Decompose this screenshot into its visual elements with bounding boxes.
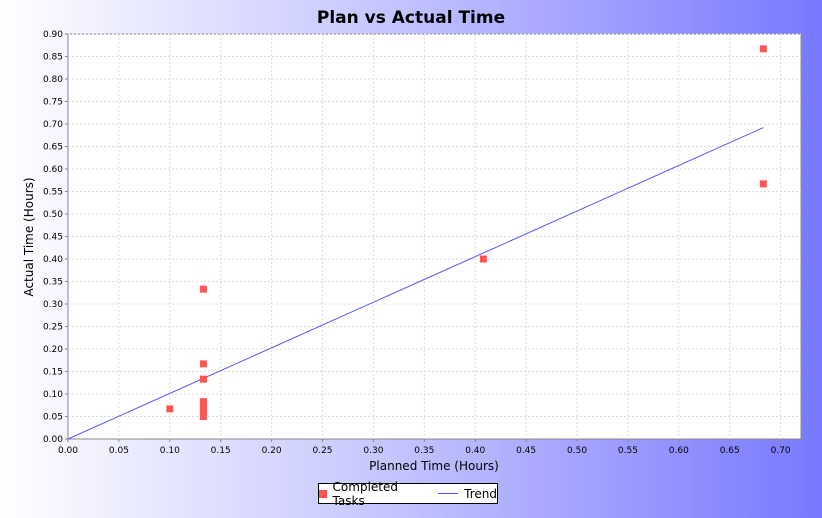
y-axis-label: Actual Time (Hours) bbox=[22, 177, 36, 296]
y-tick-label: 0.35 bbox=[43, 278, 63, 288]
y-tick-label: 0.75 bbox=[43, 98, 63, 108]
y-tick-label: 0.65 bbox=[43, 143, 63, 153]
y-tick-label: 0.15 bbox=[43, 368, 63, 378]
y-tick-label: 0.20 bbox=[43, 345, 63, 355]
x-tick-label: 0.35 bbox=[414, 446, 434, 456]
x-tick-label: 0.70 bbox=[771, 446, 791, 456]
chart-title: Plan vs Actual Time bbox=[316, 8, 506, 28]
y-tick-label: 0.80 bbox=[43, 75, 63, 85]
x-tick-label: 0.10 bbox=[160, 446, 180, 456]
y-tick-label: 0.30 bbox=[43, 300, 63, 310]
data-points bbox=[166, 45, 767, 420]
x-tick-label: 0.55 bbox=[618, 446, 638, 456]
data-point bbox=[199, 413, 207, 420]
legend-swatch-line bbox=[438, 493, 459, 494]
data-point bbox=[199, 401, 207, 409]
grid bbox=[68, 33, 801, 439]
data-point bbox=[199, 375, 207, 383]
legend: Completed Tasks Trend bbox=[318, 480, 498, 508]
y-tick-label: 0.25 bbox=[43, 323, 63, 333]
legend-label-completed: Completed Tasks bbox=[332, 479, 398, 508]
y-tick-label: 0.05 bbox=[43, 413, 63, 423]
x-axis-label: Planned Time (Hours) bbox=[369, 459, 499, 473]
data-point bbox=[199, 409, 207, 417]
trend-lines bbox=[67, 127, 764, 440]
x-tick-label: 0.25 bbox=[312, 446, 332, 456]
data-point bbox=[199, 285, 207, 293]
legend-swatch-square bbox=[319, 489, 327, 498]
y-tick-label: 0.40 bbox=[43, 255, 63, 265]
x-tick-label: 0.05 bbox=[109, 446, 129, 456]
x-axis: 0.00 0.05 0.10 0.15 0.20 0.25 0.30 0.35 0.40 0.45… bbox=[58, 439, 791, 456]
x-tick-label: 0.00 bbox=[58, 446, 78, 456]
y-tick-label: 0.50 bbox=[43, 210, 63, 220]
trend-line bbox=[67, 127, 764, 440]
data-point bbox=[166, 405, 174, 413]
data-point bbox=[199, 405, 207, 413]
y-tick-label: 0.45 bbox=[43, 233, 63, 243]
x-tick-label: 0.45 bbox=[516, 446, 536, 456]
data-point bbox=[759, 180, 767, 188]
data-point bbox=[199, 360, 207, 368]
y-tick-label: 0.55 bbox=[43, 188, 63, 198]
legend-item-trend: Trend bbox=[434, 487, 497, 501]
data-point bbox=[479, 255, 487, 263]
x-tick-label: 0.15 bbox=[211, 446, 231, 456]
x-tick-label: 0.20 bbox=[262, 446, 282, 456]
x-tick-label: 0.40 bbox=[465, 446, 485, 456]
x-tick-label: 0.50 bbox=[567, 446, 587, 456]
legend-item-completed: Completed Tasks bbox=[319, 480, 428, 508]
y-tick-label: 0.90 bbox=[43, 30, 63, 40]
legend-label-trend: Trend bbox=[464, 486, 497, 501]
x-tick-label: 0.60 bbox=[669, 446, 689, 456]
y-tick-label: 0.10 bbox=[43, 390, 63, 400]
x-tick-label: 0.65 bbox=[720, 446, 740, 456]
y-axis: 0.00 0.05 0.10 0.15 0.20 0.25 0.30 0.35 0.40 0.45… bbox=[43, 30, 68, 445]
data-point bbox=[759, 45, 767, 53]
x-tick-label: 0.30 bbox=[363, 446, 383, 456]
y-tick-label: 0.70 bbox=[43, 120, 63, 130]
y-tick-label: 0.00 bbox=[43, 435, 63, 445]
y-tick-label: 0.85 bbox=[43, 53, 63, 63]
data-point bbox=[199, 398, 207, 406]
y-tick-label: 0.60 bbox=[43, 165, 63, 175]
